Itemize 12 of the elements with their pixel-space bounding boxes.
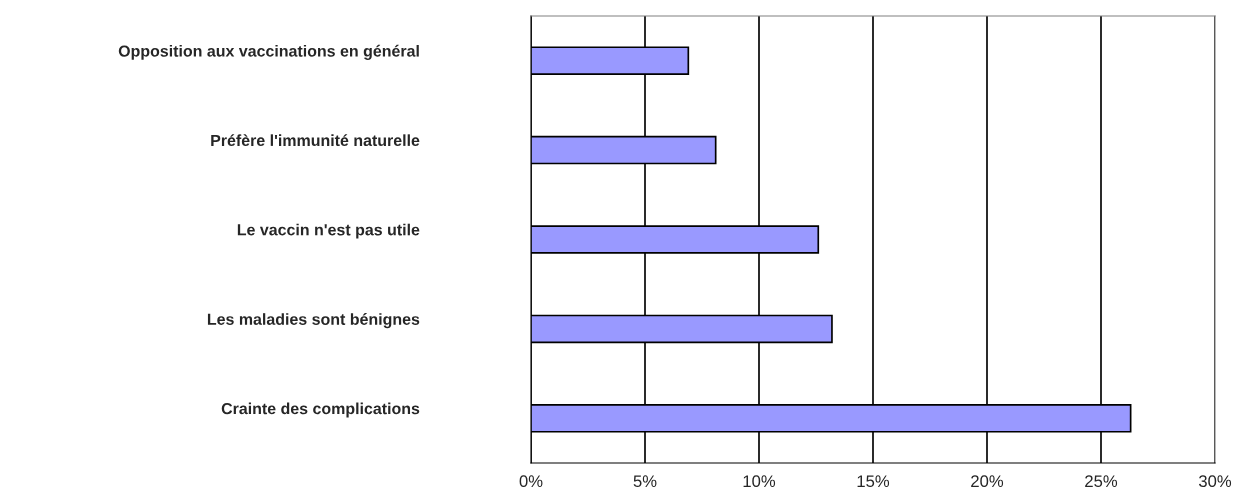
x-tick-label: 30% [1198,475,1232,488]
y-tick-label: Crainte des complications [221,402,420,418]
y-tick-label: Le vaccin n'est pas utile [237,223,420,239]
y-tick-label: Les maladies sont bénignes [207,313,420,329]
x-tick-label: 20% [971,475,1004,488]
x-tick-label: 15% [857,475,890,488]
x-tick-label: 25% [1085,475,1118,488]
x-tick-label: 5% [633,475,657,488]
y-tick-label: Opposition aux vaccinations en général [118,44,419,60]
x-tick-label: 10% [743,475,776,488]
y-tick-label: Préfère l'immunité naturelle [211,134,420,147]
x-tick-label: 0% [519,475,543,488]
